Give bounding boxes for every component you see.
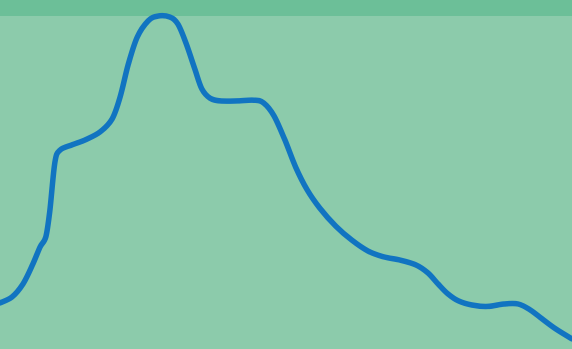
top-band	[0, 0, 572, 16]
series-line	[0, 13, 572, 342]
